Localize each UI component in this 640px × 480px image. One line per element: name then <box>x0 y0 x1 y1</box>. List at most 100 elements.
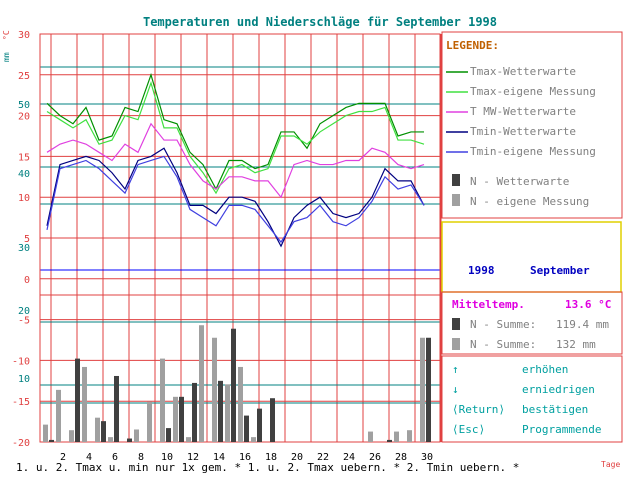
control-key[interactable]: ↑ <box>452 363 459 376</box>
precip-bar <box>49 439 54 442</box>
precip-bar <box>238 366 243 442</box>
control-action[interactable]: erhöhen <box>522 363 568 376</box>
precip-bar <box>257 408 262 442</box>
temp-series-line <box>46 72 424 191</box>
precip-bar <box>43 424 48 442</box>
n-summe-ww-value: 119.4 mm <box>556 318 609 331</box>
control-action[interactable]: bestätigen <box>522 403 588 416</box>
x-tick-label: 12 <box>187 452 199 463</box>
x-unit-label: Tage <box>601 460 620 469</box>
x-tick-label: 10 <box>161 452 173 463</box>
precip-tick-label: 50 <box>18 100 30 111</box>
temp-series-line <box>46 155 425 244</box>
control-key[interactable]: ⟨Return⟩ <box>452 403 505 416</box>
x-tick-label: 24 <box>343 452 355 463</box>
x-tick-label: 26 <box>369 452 381 463</box>
temp-series-line <box>46 147 425 248</box>
x-tick-label: 8 <box>138 452 144 463</box>
n-summe-eigen-value: 132 mm <box>556 338 596 351</box>
control-action[interactable]: Programmende <box>522 423 601 436</box>
legend-label: N - Wetterwarte <box>470 175 569 188</box>
x-tick-label: 16 <box>239 452 251 463</box>
precip-bar <box>69 430 74 442</box>
precip-bar <box>186 437 191 442</box>
x-tick-label: 20 <box>291 452 303 463</box>
temp-tick-label: 15 <box>18 152 30 163</box>
precip-bar <box>420 337 425 442</box>
controls-list: ↑ erhöhen ↓ erniedrigen ⟨Return⟩ bestätigen ⟨E… <box>452 363 601 436</box>
temp-tick-label: 5 <box>24 234 30 245</box>
precip-bar <box>82 366 87 442</box>
precip-tick-label: 20 <box>18 306 30 317</box>
precip-bar <box>394 431 399 442</box>
temp-tick-label: -20 <box>12 438 30 449</box>
precip-bar <box>134 429 139 442</box>
footer-hint: 1. u. 2. Tmax u. min nur 1x gem. * 1. u.… <box>16 461 519 474</box>
precip-bar <box>407 430 412 442</box>
x-tick-label: 14 <box>213 452 225 463</box>
precip-bar <box>108 437 113 442</box>
n-summe-ww-swatch <box>452 318 460 330</box>
precip-bar <box>114 375 119 442</box>
period-month: September <box>530 264 590 277</box>
legend-label: Tmax-Wetterwarte <box>470 65 576 78</box>
temp-tick-label: -5 <box>18 316 30 327</box>
precip-bar <box>231 328 236 442</box>
precip-bar <box>225 384 230 442</box>
control-key[interactable]: ↓ <box>452 383 459 396</box>
temp-tick-label: 20 <box>18 112 30 123</box>
x-tick-label: 4 <box>86 452 92 463</box>
legend-panel <box>441 31 623 219</box>
n-summe-eigen-swatch <box>452 338 460 350</box>
precip-bar <box>127 438 132 442</box>
precip-bar <box>199 325 204 442</box>
precip-bar <box>270 398 275 442</box>
temp-tick-label: -15 <box>12 397 30 408</box>
temp-series-line <box>46 122 425 199</box>
legend-bar-swatch <box>452 194 460 206</box>
precip-bar <box>173 396 178 442</box>
legend-label: Tmin-Wetterwarte <box>470 125 576 138</box>
legend-label: T MW-Wetterwarte <box>470 105 576 118</box>
precip-tick-label: 30 <box>18 243 30 254</box>
precip-bars <box>43 325 431 442</box>
precip-bar <box>192 382 197 442</box>
period-panel <box>441 221 622 293</box>
precip-bar <box>244 415 249 442</box>
control-key[interactable]: ⟨Esc⟩ <box>452 423 485 436</box>
precip-bar <box>212 337 217 442</box>
x-tick-label: 28 <box>395 452 407 463</box>
x-tick-label: 2 <box>60 452 66 463</box>
precip-bar <box>179 396 184 442</box>
temp-tick-label: 25 <box>18 71 30 82</box>
precip-bar <box>251 437 256 442</box>
temp-tick-label: 10 <box>18 193 30 204</box>
mittel-value: 13.6 °C <box>565 298 611 311</box>
precip-bar <box>101 421 106 442</box>
n-summe-eigen-label: N - Summe: <box>470 338 536 351</box>
legend-label: Tmin-eigene Messung <box>470 145 596 158</box>
precip-bar <box>387 439 392 442</box>
control-action[interactable]: erniedrigen <box>522 383 595 396</box>
period-year: 1998 <box>468 264 495 277</box>
x-tick-label: 6 <box>112 452 118 463</box>
legend-heading: LEGENDE: <box>446 39 499 52</box>
temp-lines <box>46 72 425 248</box>
mittel-label: Mitteltemp. <box>452 298 525 311</box>
temp-series-line <box>46 81 425 195</box>
precip-bar <box>368 431 373 442</box>
temp-unit-label: °C <box>2 30 11 40</box>
chart-title: Temperaturen und Niederschläge für Septe… <box>143 15 497 29</box>
temp-tick-label: -10 <box>12 356 30 367</box>
precip-bar <box>56 389 61 442</box>
controls-panel <box>441 355 623 443</box>
x-tick-label: 18 <box>265 452 277 463</box>
precip-bar <box>166 428 171 442</box>
precip-bar <box>218 380 223 442</box>
precip-bar <box>95 417 100 442</box>
precip-tick-label: 40 <box>18 169 30 180</box>
legend-label: Tmax-eigene Messung <box>470 85 596 98</box>
precip-bar <box>160 358 165 442</box>
